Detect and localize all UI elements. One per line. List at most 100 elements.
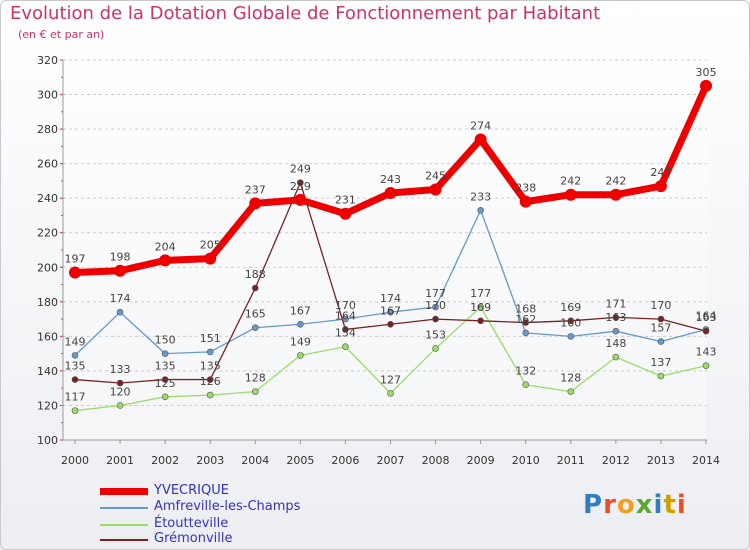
data-label: 197 [65,252,86,265]
legend-label: Amfreville-les-Champs [154,499,301,514]
data-point [71,376,79,383]
legend-swatch [100,524,148,526]
data-label: 126 [200,375,221,388]
data-label: 174 [380,292,401,305]
data-label: 125 [155,377,176,390]
data-point [161,393,169,401]
data-label: 120 [110,385,131,398]
data-label: 137 [650,356,671,369]
data-point [339,207,352,220]
data-point [477,317,484,325]
data-point [564,188,577,201]
data-point [297,320,304,328]
x-tick-label: 2004 [241,454,269,467]
data-point [657,372,665,380]
x-tick-label: 2000 [61,454,89,467]
x-tick-label: 2011 [557,454,585,467]
data-label: 170 [425,299,446,312]
data-label: 305 [696,66,717,79]
y-tick-label: 280 [37,123,58,136]
x-tick-label: 2003 [196,454,224,467]
data-label: 170 [335,299,356,312]
data-point [71,352,79,359]
data-label: 117 [65,391,86,404]
y-tick-label: 320 [37,54,58,67]
data-label: 188 [245,268,266,281]
data-label: 245 [425,170,446,183]
data-point [116,308,124,316]
data-label: 163 [696,311,717,324]
data-label: 242 [560,175,581,188]
y-tick-label: 180 [37,296,58,309]
data-label: 247 [650,166,671,179]
data-point [522,381,530,389]
data-label: 157 [650,322,671,335]
data-label: 165 [245,308,266,321]
data-label: 239 [290,180,311,193]
x-tick-label: 2005 [286,454,314,467]
data-point [429,183,442,196]
x-tick-label: 2007 [377,454,405,467]
data-label: 151 [200,332,221,345]
data-label: 160 [560,316,581,329]
data-label: 127 [380,373,401,386]
data-point [477,303,484,311]
data-point [251,284,259,292]
x-tick-label: 2001 [106,454,134,467]
data-label: 198 [110,251,131,264]
data-point [297,179,304,186]
data-point [297,352,304,359]
data-label: 162 [515,313,536,326]
data-point [251,388,259,395]
data-point [432,315,439,323]
data-label: 143 [696,346,717,359]
data-point [116,402,124,409]
data-point [206,376,214,383]
data-point [249,197,262,210]
data-label: 168 [515,303,536,316]
data-point [519,195,532,208]
data-point [342,343,349,351]
plot-area [63,60,707,440]
data-label: 171 [605,297,626,310]
data-label: 167 [290,304,311,317]
data-point [251,324,259,332]
data-label: 231 [335,194,356,207]
data-point [342,326,349,333]
y-tick-label: 100 [37,434,58,447]
legend-swatch [100,539,148,541]
data-label: 149 [290,335,311,348]
data-point [702,327,710,335]
data-point [114,264,127,277]
data-label: 164 [335,309,356,322]
data-label: 154 [335,327,356,340]
x-tick-label: 2013 [647,454,675,467]
data-label: 163 [605,311,626,324]
data-point [432,345,439,352]
x-tick-label: 2009 [467,454,495,467]
data-label: 135 [65,360,86,373]
y-tick-label: 240 [37,192,58,205]
chart-subtitle: (en € et par an) [18,28,105,41]
data-point [702,362,710,370]
data-label: 249 [290,163,311,176]
data-point [161,376,169,383]
data-label: 205 [200,239,221,252]
data-label: 169 [560,301,581,314]
data-point [474,133,487,146]
data-point [477,206,484,214]
data-point [161,350,169,357]
data-label: 177 [470,287,491,300]
data-label: 204 [155,240,176,253]
data-label: 242 [605,175,626,188]
y-tick-label: 300 [37,89,58,102]
data-point [206,348,214,356]
data-label: 135 [155,360,176,373]
data-label: 150 [155,334,176,347]
data-point [384,187,397,199]
data-label: 177 [425,287,446,300]
data-label: 174 [110,292,131,305]
data-point [567,388,575,395]
data-point [387,390,394,397]
